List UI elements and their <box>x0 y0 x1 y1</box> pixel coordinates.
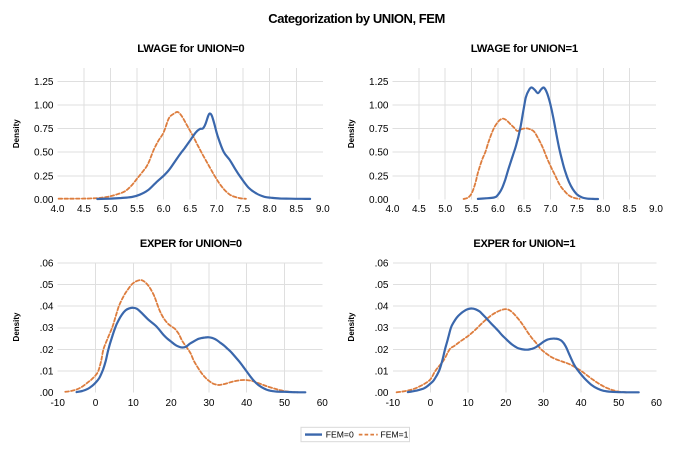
svg-text:0.00: 0.00 <box>34 195 54 206</box>
svg-text:5.0: 5.0 <box>438 204 452 215</box>
svg-text:30: 30 <box>203 398 215 409</box>
svg-text:0.25: 0.25 <box>369 171 389 182</box>
svg-text:.03: .03 <box>40 323 54 334</box>
svg-text:0.75: 0.75 <box>369 124 389 135</box>
svg-text:.00: .00 <box>40 388 54 399</box>
svg-text:.01: .01 <box>40 367 54 378</box>
svg-text:5.5: 5.5 <box>130 204 144 215</box>
svg-text:5.0: 5.0 <box>104 204 118 215</box>
svg-text:0: 0 <box>93 398 99 409</box>
svg-text:0: 0 <box>428 398 434 409</box>
svg-text:20: 20 <box>500 398 512 409</box>
svg-text:60: 60 <box>651 398 663 409</box>
svg-text:LWAGE for UNION=1: LWAGE for UNION=1 <box>471 43 578 55</box>
svg-text:30: 30 <box>538 398 550 409</box>
svg-text:4.5: 4.5 <box>412 204 426 215</box>
svg-text:.04: .04 <box>375 302 389 313</box>
svg-text:0.50: 0.50 <box>369 148 389 159</box>
svg-text:6.0: 6.0 <box>491 204 505 215</box>
svg-text:.01: .01 <box>375 367 389 378</box>
svg-text:8.5: 8.5 <box>289 204 303 215</box>
svg-text:Density: Density <box>347 312 356 341</box>
svg-text:0.50: 0.50 <box>34 148 54 159</box>
svg-text:8.0: 8.0 <box>596 204 610 215</box>
svg-text:.05: .05 <box>375 280 389 291</box>
svg-text:.00: .00 <box>375 388 389 399</box>
svg-text:LWAGE for UNION=0: LWAGE for UNION=0 <box>137 43 244 55</box>
svg-text:7.5: 7.5 <box>236 204 250 215</box>
svg-text:.02: .02 <box>40 345 54 356</box>
svg-text:7.5: 7.5 <box>570 204 584 215</box>
svg-text:9.0: 9.0 <box>316 204 330 215</box>
svg-text:-10: -10 <box>50 398 65 409</box>
svg-text:Density: Density <box>12 119 21 148</box>
svg-text:.04: .04 <box>40 302 54 313</box>
svg-text:.06: .06 <box>375 258 389 269</box>
svg-text:.06: .06 <box>40 258 54 269</box>
svg-text:.05: .05 <box>40 280 54 291</box>
svg-text:Density: Density <box>347 119 356 148</box>
svg-text:50: 50 <box>613 398 625 409</box>
svg-text:50: 50 <box>279 398 291 409</box>
svg-text:60: 60 <box>317 398 329 409</box>
svg-text:EXPER for UNION=0: EXPER for UNION=0 <box>140 238 242 250</box>
svg-text:1.00: 1.00 <box>369 101 389 112</box>
svg-text:FEM=0: FEM=0 <box>326 430 354 440</box>
svg-text:1.25: 1.25 <box>369 77 389 88</box>
svg-text:.03: .03 <box>375 323 389 334</box>
svg-text:Density: Density <box>12 312 21 341</box>
svg-text:5.5: 5.5 <box>465 204 479 215</box>
svg-text:40: 40 <box>575 398 587 409</box>
svg-text:20: 20 <box>166 398 178 409</box>
svg-text:10: 10 <box>128 398 140 409</box>
svg-text:8.5: 8.5 <box>623 204 637 215</box>
svg-text:6.5: 6.5 <box>517 204 531 215</box>
svg-text:6.5: 6.5 <box>183 204 197 215</box>
svg-text:FEM=1: FEM=1 <box>381 430 409 440</box>
svg-text:1.25: 1.25 <box>34 77 54 88</box>
svg-text:40: 40 <box>241 398 253 409</box>
svg-text:1.00: 1.00 <box>34 101 54 112</box>
svg-text:0.25: 0.25 <box>34 171 54 182</box>
svg-text:EXPER for UNION=1: EXPER for UNION=1 <box>473 238 575 250</box>
svg-text:7.0: 7.0 <box>210 204 224 215</box>
svg-text:10: 10 <box>463 398 475 409</box>
svg-text:4.5: 4.5 <box>77 204 91 215</box>
svg-text:7.0: 7.0 <box>544 204 558 215</box>
svg-text:0.75: 0.75 <box>34 124 54 135</box>
svg-text:4.0: 4.0 <box>386 204 400 215</box>
svg-text:-10: -10 <box>386 398 401 409</box>
svg-text:9.0: 9.0 <box>649 204 663 215</box>
svg-text:Categorization by UNION, FEM: Categorization by UNION, FEM <box>268 11 445 26</box>
svg-text:4.0: 4.0 <box>51 204 65 215</box>
svg-text:.02: .02 <box>375 345 389 356</box>
svg-text:0.00: 0.00 <box>369 195 389 206</box>
svg-text:6.0: 6.0 <box>157 204 171 215</box>
svg-text:8.0: 8.0 <box>263 204 277 215</box>
